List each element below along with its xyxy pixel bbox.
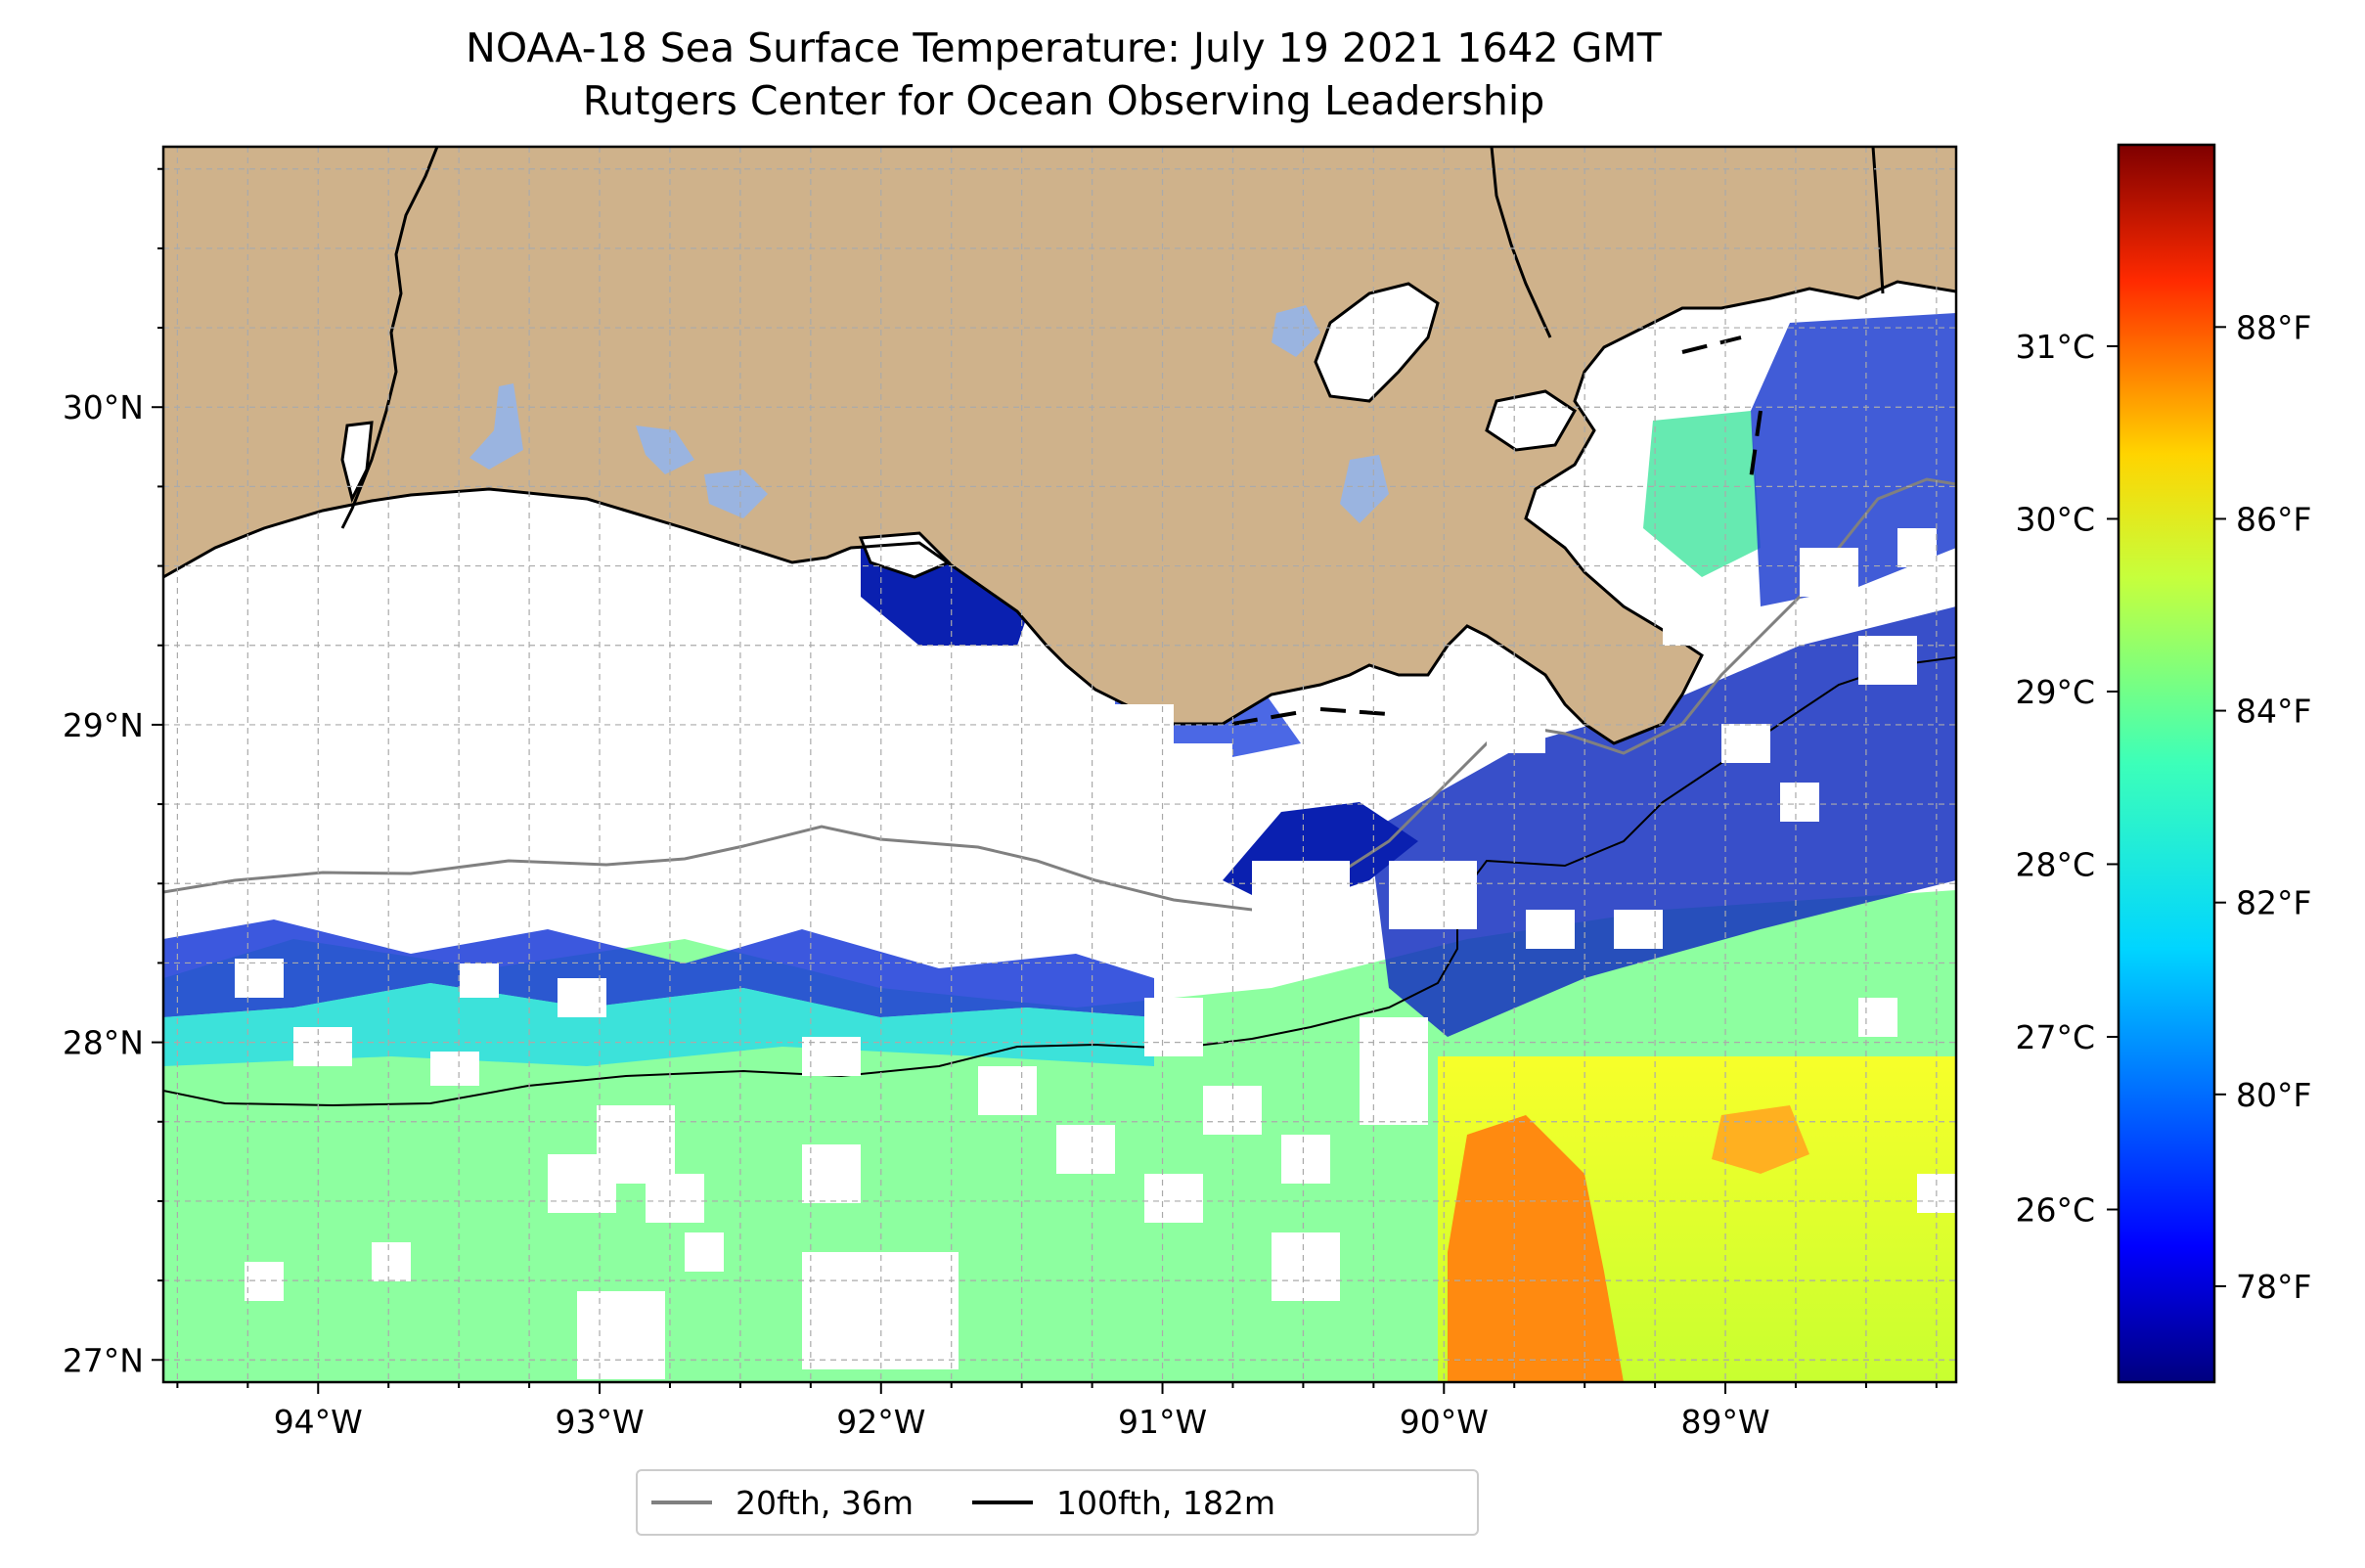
lon-tick-label: 93°W bbox=[555, 1403, 644, 1441]
sst-eastern-cool bbox=[1369, 606, 1956, 1037]
colorbar-celsius-label: 26°C bbox=[2015, 1190, 2095, 1229]
lat-tick-label: 30°N bbox=[63, 388, 144, 426]
colorbar-fahrenheit-label: 82°F bbox=[2236, 884, 2311, 922]
inland-lake-4 bbox=[1272, 305, 1320, 357]
sst-northeast-green bbox=[1643, 411, 1761, 577]
map-subtitle: Rutgers Center for Ocean Observing Leade… bbox=[582, 77, 1545, 124]
lon-tick-label: 89°W bbox=[1680, 1403, 1769, 1441]
colorbar-fahrenheit-label: 78°F bbox=[2236, 1268, 2311, 1306]
colorbar-fahrenheit-label: 84°F bbox=[2236, 693, 2311, 731]
inland-lake-1 bbox=[469, 383, 523, 470]
legend-line-20fth bbox=[651, 1501, 712, 1504]
legend-label-20fth: 20fth, 36m bbox=[736, 1483, 914, 1522]
longitude-axis: 94°W 93°W 92°W 91°W 90°W 89°W bbox=[176, 1382, 1938, 1441]
colorbar-celsius-label: 30°C bbox=[2015, 500, 2095, 538]
state-border-alabama bbox=[1871, 147, 1885, 294]
lat-tick-label: 28°N bbox=[63, 1024, 144, 1062]
lake-borgne bbox=[1485, 389, 1577, 452]
cloud-masks bbox=[235, 528, 1956, 1379]
inland-lake-5 bbox=[1340, 455, 1389, 523]
lake-pontchartrain bbox=[1314, 282, 1440, 403]
sst-cool-band bbox=[163, 919, 1154, 1017]
lon-tick-label: 91°W bbox=[1118, 1403, 1207, 1441]
colorbar-fahrenheit-label: 88°F bbox=[2236, 308, 2311, 346]
isobath-100fth bbox=[163, 656, 1956, 1107]
colorbar-celsius-label: 31°C bbox=[2015, 328, 2095, 366]
colorbar-celsius-label: 27°C bbox=[2015, 1018, 2095, 1056]
lon-tick-label: 92°W bbox=[836, 1403, 925, 1441]
inland-lake-2 bbox=[636, 426, 694, 474]
lon-tick-label: 94°W bbox=[274, 1403, 363, 1441]
sst-cyan-band bbox=[163, 983, 1154, 1066]
isobath-legend: 20fth, 36m 100fth, 182m bbox=[636, 1469, 1479, 1536]
state-border-texas-louisiana bbox=[340, 147, 439, 529]
colorbar bbox=[2117, 143, 2216, 1384]
sst-orange-patch bbox=[1712, 1105, 1809, 1174]
colorbar-fahrenheit-label: 86°F bbox=[2236, 500, 2311, 538]
lon-tick-label: 90°W bbox=[1400, 1403, 1489, 1441]
calcasieu-lake bbox=[340, 421, 374, 504]
map-area bbox=[163, 147, 1956, 1382]
colorbar-fahrenheit-axis: 78°F 80°F 82°F 84°F 86°F 88°F bbox=[2214, 308, 2311, 1306]
colorbar-fahrenheit-label: 80°F bbox=[2236, 1076, 2311, 1114]
legend-item-100fth: 100fth, 182m bbox=[972, 1484, 1275, 1522]
legend-line-100fth bbox=[972, 1501, 1033, 1504]
map-title: NOAA-18 Sea Surface Temperature: July 19… bbox=[466, 24, 1662, 71]
state-border-mississippi bbox=[1490, 147, 1552, 338]
sst-orange-core bbox=[1448, 1115, 1624, 1382]
map-gridlines bbox=[163, 147, 1956, 1382]
colorbar-celsius-label: 28°C bbox=[2015, 845, 2095, 883]
colorbar-celsius-label: 29°C bbox=[2015, 673, 2095, 711]
latitude-axis: 27°N 28°N 29°N 30°N bbox=[63, 167, 163, 1379]
map-frame bbox=[161, 145, 1958, 1384]
lat-tick-label: 27°N bbox=[63, 1341, 144, 1379]
colorbar-celsius-axis: 26°C 27°C 28°C 29°C 30°C 31°C bbox=[2015, 328, 2119, 1229]
lat-tick-label: 29°N bbox=[63, 706, 144, 744]
legend-item-20fth: 20fth, 36m bbox=[651, 1484, 914, 1522]
coastline bbox=[163, 280, 1956, 745]
inland-lake-3 bbox=[704, 470, 768, 518]
land-mass bbox=[163, 147, 1956, 743]
legend-label-100fth: 100fth, 182m bbox=[1056, 1483, 1275, 1522]
